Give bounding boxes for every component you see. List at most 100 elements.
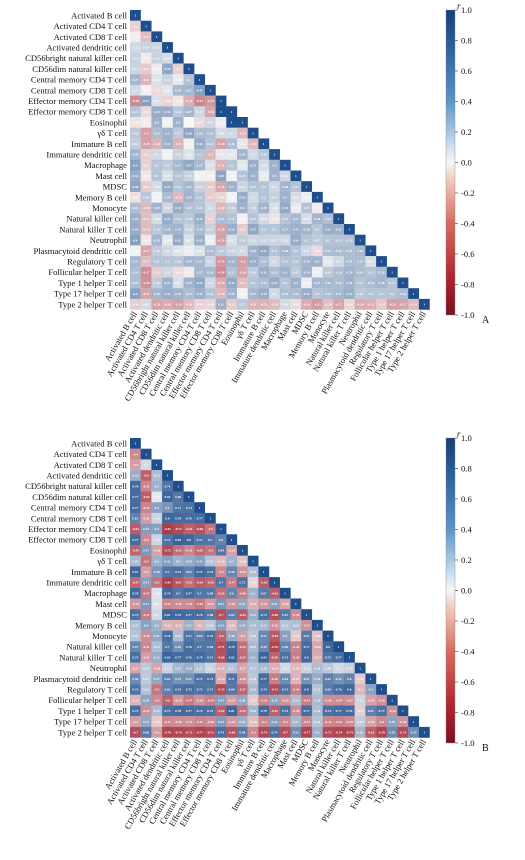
heatmap-cell [162, 117, 173, 128]
cell-value-label: -0.01 [185, 142, 192, 146]
cell-value-label: 0.11 [336, 260, 342, 264]
heatmap-cell [301, 256, 313, 267]
cell-value-label: 0.33 [154, 656, 160, 660]
cell-value-label: -0.47 [143, 591, 150, 595]
cell-value-label: 0.77 [336, 656, 342, 660]
cell-value-label: 0.73 [175, 688, 181, 692]
cell-value-label: 0.25 [197, 131, 203, 135]
cell-value-label: 0.36 [239, 698, 245, 702]
cell-value-label: -0.33 [228, 720, 235, 724]
heatmap-cell [162, 181, 173, 193]
heatmap-cell [172, 598, 184, 610]
cell-value-label: -0.74 [346, 730, 353, 734]
cell-value-label: 0.21 [229, 666, 235, 670]
cell-value-label: 0.29 [304, 270, 310, 274]
heatmap-cell [130, 555, 141, 567]
cell-value-label: 1 [381, 688, 383, 692]
heatmap-cell [204, 117, 216, 128]
cell-value-label: -0.3 [240, 260, 246, 264]
heatmap-cell [344, 256, 355, 267]
row-label: Plasmacytoid dendritic cell [33, 246, 127, 256]
heatmap-cell [279, 191, 291, 203]
cell-value-label: -0.19 [239, 131, 246, 135]
heatmap-cell [194, 170, 206, 182]
cell-value-label: 0.24 [261, 281, 267, 285]
cell-value-label: 0.76 [186, 656, 192, 660]
cell-value-label: 0.71 [207, 688, 213, 692]
heatmap-cell [130, 20, 141, 32]
row-label: Immature dendritic cell [46, 577, 127, 587]
cell-value-label: 0.66 [325, 688, 331, 692]
cell-value-label: 0.7 [165, 570, 170, 574]
cell-value-label: 0.21 [389, 281, 395, 285]
heatmap-cell [226, 138, 238, 150]
cell-value-label: -0.27 [335, 302, 342, 306]
cell-value-label: -0.38 [175, 602, 182, 606]
cell-value-label: -0.21 [292, 677, 299, 681]
heatmap-cell [204, 555, 216, 567]
cell-value-label: -0.12 [153, 720, 160, 724]
cell-value-label: 0.44 [218, 720, 224, 724]
cell-value-label: 1 [145, 452, 147, 456]
heatmap-cell [279, 288, 291, 300]
heatmap-cell [301, 266, 313, 278]
cell-value-label: -0.19 [217, 206, 224, 210]
cell-value-label: -0.16 [314, 634, 321, 638]
heatmap-cell [151, 630, 163, 642]
colorbar-tick-label: 0.4 [461, 525, 472, 535]
row-label: MDSC [103, 182, 128, 192]
cell-value-label: 0.24 [186, 292, 192, 296]
heatmap-cell [183, 84, 195, 96]
heatmap-cell [269, 234, 280, 246]
cell-value-label: 0.33 [164, 292, 170, 296]
heatmap-cell [172, 213, 184, 225]
cell-value-label: 1 [391, 698, 393, 702]
heatmap-cell [183, 523, 195, 535]
cell-value-label: 0.04 [229, 153, 235, 157]
cell-value-label: -0.18 [271, 302, 278, 306]
heatmap-cell [247, 609, 259, 621]
cell-value-label: 0.26 [132, 559, 138, 563]
cell-value-label: 0.77 [304, 709, 310, 713]
cell-value-label: 0.33 [239, 195, 245, 199]
cell-value-label: -0.36 [271, 623, 278, 627]
heatmap-cell [172, 74, 184, 86]
heatmap-cell [322, 716, 334, 728]
cell-value-label: -0.05 [132, 195, 139, 199]
cell-value-label: -0.73 [217, 688, 224, 692]
heatmap-cell [204, 534, 216, 546]
heatmap-cell [162, 641, 173, 653]
cell-value-label: 0.27 [186, 88, 192, 92]
cell-value-label: 0.11 [272, 185, 278, 189]
heatmap-cell [290, 202, 302, 214]
cell-value-label: 0.22 [346, 238, 352, 242]
cell-value-label: 0.66 [143, 730, 149, 734]
heatmap-cell [247, 673, 259, 685]
heatmap-cell [215, 705, 227, 717]
cell-value-label: 0.21 [271, 249, 277, 253]
cell-value-label: 0.68 [229, 688, 235, 692]
heatmap-cell [344, 726, 355, 738]
heatmap-cell [215, 716, 227, 728]
cell-value-label: -0.36 [196, 698, 203, 702]
heatmap-cell [226, 598, 238, 610]
cell-value-label: 0.13 [175, 153, 181, 157]
heatmap-cell [172, 149, 184, 160]
heatmap-cell [183, 266, 195, 278]
heatmap-cell [290, 609, 302, 621]
heatmap-cell [204, 598, 216, 610]
heatmap-cell [258, 652, 270, 663]
heatmap-cell [279, 705, 291, 717]
heatmap-cell [130, 512, 141, 524]
heatmap-cell [226, 234, 238, 246]
cell-value-label: 0.37 [164, 67, 170, 71]
cell-value-label: 0.1 [251, 195, 256, 199]
cell-value-label: -0.21 [217, 666, 224, 670]
heatmap-cell [130, 298, 141, 310]
cell-value-label: -0.4 [154, 698, 160, 702]
heatmap-cell [344, 694, 355, 706]
heatmap-cell [279, 630, 291, 642]
cell-value-label: -0.3 [133, 720, 139, 724]
heatmap-cell [204, 213, 216, 225]
cell-value-label: 0.55 [411, 730, 417, 734]
